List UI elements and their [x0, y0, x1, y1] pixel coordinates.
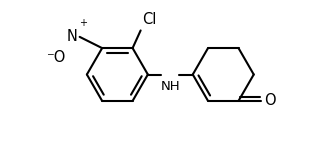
Text: ⁻O: ⁻O	[46, 50, 66, 65]
Text: N: N	[66, 29, 77, 44]
Text: NH: NH	[161, 80, 180, 93]
Text: O: O	[264, 93, 276, 108]
Text: +: +	[79, 18, 87, 28]
Text: Cl: Cl	[142, 12, 157, 27]
